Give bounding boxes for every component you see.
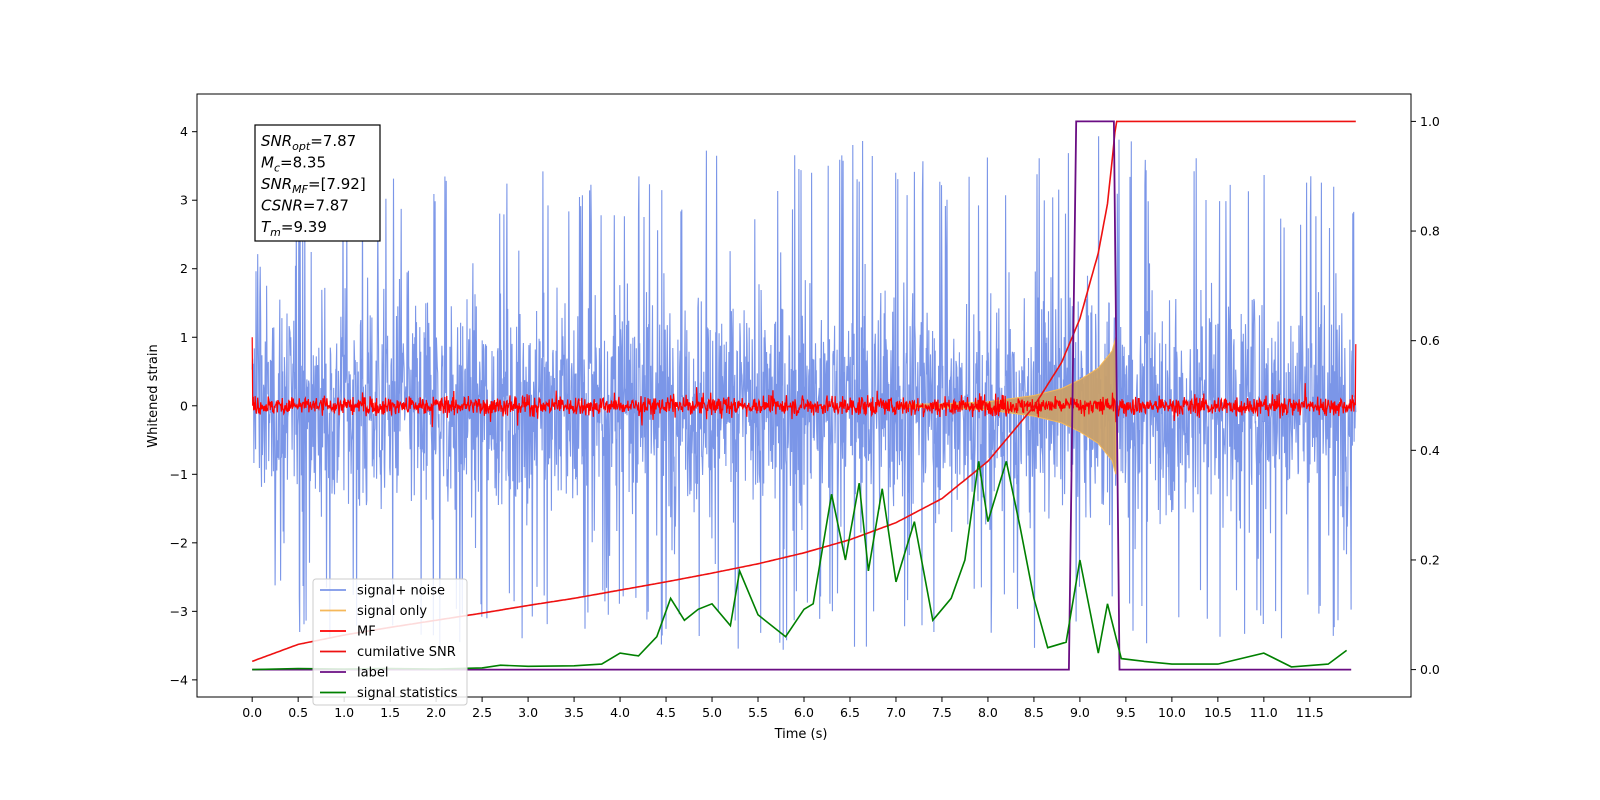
y-right-tick-label: 0.0 <box>1420 662 1440 677</box>
legend-entry: cumilative SNR <box>357 645 456 660</box>
x-tick-label: 9.0 <box>1070 705 1090 720</box>
legend-entry: label <box>357 666 388 681</box>
x-axis-label: Time (s) <box>774 727 828 742</box>
x-tick-label: 7.0 <box>886 705 906 720</box>
x-tick-label: 10.5 <box>1204 705 1232 720</box>
x-tick-label: 7.5 <box>932 705 952 720</box>
x-tick-label: 4.5 <box>656 705 676 720</box>
x-tick-label: 8.0 <box>978 705 998 720</box>
x-tick-label: 1.0 <box>334 705 354 720</box>
y-tick-label: 2 <box>180 261 188 276</box>
x-tick-label: 2.0 <box>426 705 446 720</box>
signal-noise-line <box>251 136 1357 651</box>
x-tick-label: 5.0 <box>702 705 722 720</box>
y-tick-label: 3 <box>180 193 188 208</box>
x-tick-label: 2.5 <box>472 705 492 720</box>
x-tick-label: 4.0 <box>610 705 630 720</box>
stat-line: SNRopt=7.87 <box>261 132 356 153</box>
mf-line <box>251 337 1357 428</box>
legend: signal+ noise signal only MF cumilative SNR… <box>312 578 468 706</box>
stat-line: Tm=9.39 <box>261 218 327 239</box>
y-tick-label: 0 <box>180 398 188 413</box>
mf-series <box>251 337 1357 428</box>
y-tick-label: −3 <box>170 604 188 619</box>
stat-line: CSNR=7.87 <box>261 197 349 215</box>
y-axis-left: 4 3 2 1 0 −1 −2 −3 −4 <box>170 124 197 687</box>
y-tick-label: 1 <box>180 330 188 345</box>
y-tick-label: 4 <box>180 124 188 139</box>
y-right-tick-label: 0.6 <box>1420 333 1440 348</box>
signal-noise-series <box>251 136 1357 651</box>
y-tick-label: −2 <box>170 535 188 550</box>
y-axis-label: Whitened strain <box>146 344 161 447</box>
x-tick-label: 11.5 <box>1296 705 1324 720</box>
y-right-tick-label: 0.4 <box>1420 443 1440 458</box>
x-tick-label: 0.0 <box>242 705 262 720</box>
x-axis: 0.0 0.5 1.0 1.5 2.0 2.5 3.0 3.5 4.0 4.5 5.0 5.5 6.0 6… <box>242 697 1324 720</box>
x-tick-label: 8.5 <box>1024 705 1044 720</box>
x-tick-label: 5.5 <box>748 705 768 720</box>
y-axis-right: 1.0 0.8 0.6 0.4 0.2 0.0 <box>1411 114 1440 677</box>
x-tick-label: 11.0 <box>1250 705 1278 720</box>
legend-entry: signal+ noise <box>357 584 445 599</box>
x-tick-label: 1.5 <box>380 705 400 720</box>
x-tick-label: 6.5 <box>840 705 860 720</box>
x-tick-label: 3.0 <box>518 705 538 720</box>
legend-entry: signal only <box>357 604 427 619</box>
x-tick-label: 3.5 <box>564 705 584 720</box>
x-tick-label: 6.0 <box>794 705 814 720</box>
x-tick-label: 0.5 <box>288 705 308 720</box>
stat-line: Mc=8.35 <box>261 154 326 175</box>
legend-entry: MF <box>357 625 376 640</box>
stat-line: SNRMF=[7.92] <box>261 175 366 196</box>
y-right-tick-label: 1.0 <box>1420 114 1440 129</box>
y-tick-label: −4 <box>170 672 188 687</box>
x-tick-label: 10.0 <box>1158 705 1186 720</box>
signal-statistics-series <box>252 461 1348 671</box>
legend-entry: signal statistics <box>357 686 458 701</box>
y-tick-label: −1 <box>170 467 188 482</box>
label-series <box>252 120 1352 671</box>
y-right-tick-label: 0.8 <box>1420 224 1440 239</box>
y-right-tick-label: 0.2 <box>1420 552 1440 567</box>
x-tick-label: 9.5 <box>1116 705 1136 720</box>
